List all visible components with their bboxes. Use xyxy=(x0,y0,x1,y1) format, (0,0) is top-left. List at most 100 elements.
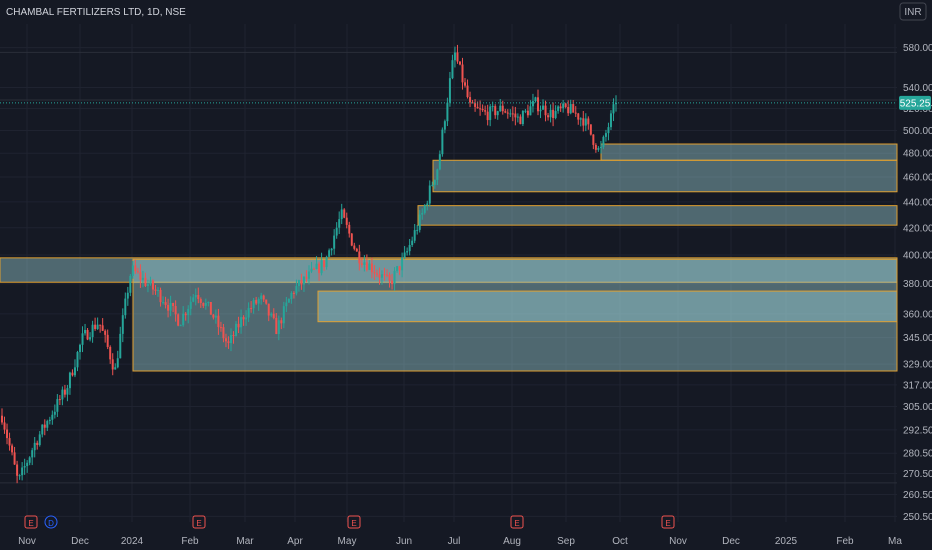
candle-body xyxy=(275,317,278,334)
candle-body xyxy=(393,270,396,285)
candle-body xyxy=(378,274,381,278)
candle-body xyxy=(536,97,539,112)
candle-body xyxy=(151,280,154,290)
candle-body xyxy=(116,358,119,368)
candle-body xyxy=(539,109,542,112)
candle-body xyxy=(36,442,39,446)
candle-body xyxy=(124,298,127,316)
price-tick-label: 345.00 xyxy=(903,333,932,344)
candle-body xyxy=(466,85,469,98)
candle-body xyxy=(375,273,378,275)
candle-body xyxy=(418,214,421,230)
current-price-label: 525.25 xyxy=(900,98,931,109)
candle-body xyxy=(368,263,371,270)
candle-body xyxy=(325,256,328,268)
candle-body xyxy=(308,271,310,279)
candle-body xyxy=(421,212,424,215)
candle-body xyxy=(531,101,534,107)
candle-body xyxy=(474,103,477,107)
candle-body xyxy=(340,209,343,220)
demand-zone xyxy=(317,290,898,323)
candle-body xyxy=(46,421,49,428)
candle-body xyxy=(323,260,326,268)
earnings-marker xyxy=(347,515,361,529)
candle-body xyxy=(456,52,459,62)
candle-body xyxy=(58,399,61,401)
candle-body xyxy=(401,257,404,271)
currency-button[interactable]: INR xyxy=(899,2,927,21)
candle-body xyxy=(363,262,366,265)
candle-body xyxy=(154,289,157,291)
candle-body xyxy=(360,263,363,265)
price-tick-label: 540.00 xyxy=(903,83,932,94)
price-tick-label: 317.00 xyxy=(903,380,932,391)
time-axis[interactable]: Nov Dec 2024 Feb Mar Apr May Jun Jul Aug Sep Oct Nov… xyxy=(18,536,902,547)
candle-body xyxy=(335,227,338,236)
candle-body xyxy=(280,320,283,324)
candle-body xyxy=(285,302,288,307)
candle-body xyxy=(310,268,313,272)
candle-body xyxy=(542,105,545,110)
candle-body xyxy=(408,245,411,252)
candle-body xyxy=(428,185,431,204)
candle-body xyxy=(222,327,225,339)
candle-body xyxy=(262,295,265,300)
candle-body xyxy=(597,148,600,150)
candle-body xyxy=(41,424,44,435)
candle-body xyxy=(469,97,472,103)
price-tick-label: 440.00 xyxy=(903,197,932,208)
candle-body xyxy=(245,317,248,320)
candle-body xyxy=(68,372,71,389)
candle-body xyxy=(554,110,557,118)
time-tick-label: Ma xyxy=(888,536,902,547)
price-axis[interactable]: 580.00540.00520.00500.00480.00460.00440.… xyxy=(903,43,932,523)
time-tick-label: Oct xyxy=(612,536,628,547)
candle-body xyxy=(526,110,529,116)
candle-body xyxy=(53,411,56,415)
candle-body xyxy=(398,266,401,271)
candle-body xyxy=(23,466,26,468)
candle-body xyxy=(534,97,537,102)
candle-body xyxy=(524,110,527,112)
candle-body xyxy=(134,265,137,272)
candle-body xyxy=(471,102,474,104)
candle-body xyxy=(358,251,361,264)
candle-body xyxy=(484,110,487,112)
candle-body xyxy=(589,124,592,135)
candle-body xyxy=(182,313,185,326)
candle-body xyxy=(441,129,444,155)
currency-label: INR xyxy=(904,7,921,18)
candle-body xyxy=(572,104,575,113)
candle-body xyxy=(250,308,253,310)
candle-body xyxy=(51,414,54,420)
candle-body xyxy=(302,276,305,285)
candle-body xyxy=(300,280,303,285)
price-tick-label: 400.00 xyxy=(903,251,932,262)
candle-body xyxy=(479,108,482,110)
candle-body xyxy=(141,277,144,280)
candle-body xyxy=(136,271,139,273)
event-marker-label: E xyxy=(28,519,33,528)
candle-body xyxy=(514,113,517,118)
candle-body xyxy=(511,113,514,115)
candle-body xyxy=(204,303,207,306)
candle-body xyxy=(549,109,552,118)
time-tick-label: Aug xyxy=(503,536,521,547)
candle-body xyxy=(13,452,16,465)
price-tick-label: 305.00 xyxy=(903,402,932,413)
candle-body xyxy=(489,106,492,121)
candle-body xyxy=(172,302,175,306)
demand-zone xyxy=(600,143,898,161)
earnings-marker xyxy=(192,515,206,529)
price-tick-label: 480.00 xyxy=(903,149,932,160)
candle-body xyxy=(217,315,220,328)
price-tick-label: 580.00 xyxy=(903,43,932,54)
candle-body xyxy=(11,445,14,453)
candle-body xyxy=(386,274,389,276)
event-marker-label: E xyxy=(196,519,201,528)
candle-body xyxy=(380,274,383,278)
time-tick-label: 2024 xyxy=(121,536,144,547)
candle-body xyxy=(199,299,202,303)
candle-body xyxy=(499,105,502,112)
